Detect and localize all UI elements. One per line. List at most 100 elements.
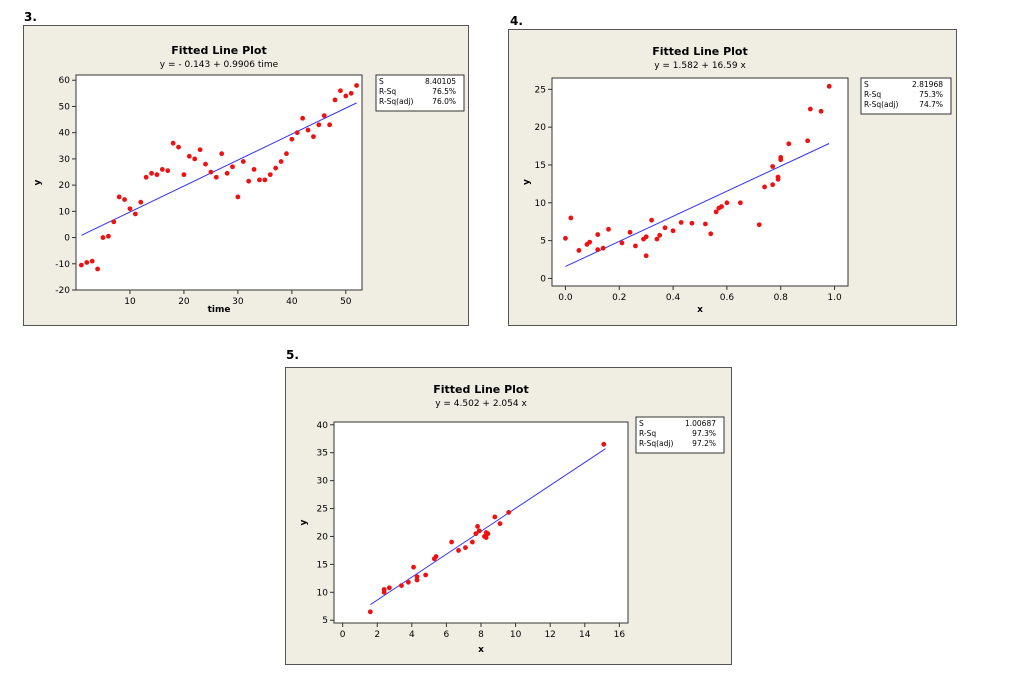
- data-point: [595, 232, 601, 237]
- chart-title: Fitted Line Plot: [433, 383, 529, 396]
- problem-label-5: 5.: [286, 348, 299, 362]
- data-point: [619, 240, 625, 246]
- data-point: [132, 211, 138, 217]
- plot-area: [551, 77, 849, 287]
- data-point: [423, 572, 429, 578]
- data-point: [203, 161, 208, 167]
- data-point: [273, 165, 279, 171]
- stats-label: R-Sq(adj): [639, 439, 674, 448]
- data-point: [165, 168, 171, 174]
- stats-value: 1.00687: [685, 419, 716, 428]
- data-point: [805, 138, 811, 144]
- fitted-line: [370, 448, 606, 606]
- data-point: [662, 225, 668, 231]
- y-tick-label: 10: [535, 199, 547, 209]
- data-point: [826, 83, 832, 89]
- data-point: [105, 233, 111, 239]
- data-point: [186, 153, 192, 159]
- data-point: [278, 159, 284, 164]
- y-tick-label: 20: [317, 532, 329, 542]
- data-point: [678, 220, 684, 225]
- data-point: [343, 93, 349, 99]
- y-tick-label: 25: [535, 85, 546, 95]
- data-point: [469, 539, 475, 545]
- data-point: [305, 127, 311, 133]
- data-point: [176, 144, 181, 150]
- y-tick-label: 40: [59, 129, 71, 139]
- data-point: [778, 157, 784, 163]
- x-tick-label: 0.4: [666, 293, 681, 303]
- chart-title: Fitted Line Plot: [171, 44, 267, 57]
- x-tick-label: 10: [510, 630, 522, 640]
- data-point: [414, 577, 420, 583]
- data-point: [770, 182, 776, 188]
- data-point: [338, 88, 343, 94]
- stats-value: 75.3%: [919, 90, 943, 99]
- data-point: [327, 122, 333, 128]
- data-point: [348, 90, 354, 96]
- data-point: [576, 248, 582, 253]
- data-point: [702, 221, 708, 227]
- data-point: [386, 585, 392, 591]
- stats-label: S: [639, 419, 644, 428]
- data-point: [689, 220, 695, 226]
- y-tick-label: 15: [317, 560, 328, 570]
- stats-label: R-Sq: [864, 90, 881, 99]
- data-point: [568, 215, 574, 221]
- stats-box: [860, 77, 952, 115]
- stats-value: 74.7%: [919, 100, 943, 109]
- data-point: [473, 531, 479, 537]
- data-point: [78, 262, 84, 268]
- data-point: [159, 166, 165, 172]
- stats-label: S: [864, 80, 869, 89]
- fitted-line: [81, 102, 357, 236]
- data-point: [497, 521, 503, 527]
- chart-panel-4: Fitted Line Plot y = 1.582 + 16.59 x 0.0 0.…: [508, 29, 957, 326]
- data-point: [654, 236, 660, 242]
- data-point: [197, 147, 203, 153]
- data-point: [181, 172, 187, 178]
- data-point: [762, 184, 767, 190]
- x-tick-label: 0: [340, 630, 346, 640]
- data-point: [251, 166, 257, 172]
- data-point: [213, 174, 219, 180]
- data-point: [433, 554, 439, 559]
- y-tick-label: 60: [59, 76, 71, 86]
- y-tick-label: 25: [317, 505, 328, 515]
- y-tick-label: 0: [540, 274, 546, 284]
- x-tick-label: 10: [124, 297, 136, 307]
- stats-label: R-Sq: [639, 429, 656, 438]
- data-point: [670, 228, 676, 234]
- data-point: [399, 583, 404, 588]
- chart-panel-5: Fitted Line Plot y = 4.502 + 2.054 x 0 2 4 6 8…: [285, 367, 732, 665]
- data-point: [563, 235, 568, 241]
- data-point: [354, 83, 360, 88]
- data-point: [224, 170, 230, 176]
- data-point: [405, 579, 411, 585]
- stats-value: 76.5%: [432, 87, 456, 96]
- data-point: [414, 574, 420, 580]
- x-tick-label: 12: [544, 630, 555, 640]
- data-point: [649, 217, 654, 223]
- x-tick-label: 2: [374, 630, 380, 640]
- stats-label: R-Sq(adj): [864, 100, 899, 109]
- data-point: [708, 231, 714, 237]
- stats-label: S: [379, 77, 384, 86]
- x-tick-label: 4: [409, 630, 415, 640]
- data-point: [122, 197, 127, 202]
- y-axis-label: y: [522, 179, 532, 185]
- y-axis-label: y: [33, 179, 43, 185]
- data-point: [235, 194, 241, 200]
- x-tick-label: 16: [614, 630, 626, 640]
- stats-value: 2.81968: [912, 80, 943, 89]
- data-point: [643, 253, 649, 259]
- y-axis-label: y: [299, 519, 309, 525]
- stats-label: R-Sq(adj): [379, 97, 414, 106]
- data-point: [267, 172, 273, 178]
- y-tick-label: 10: [59, 207, 71, 217]
- data-point: [600, 245, 606, 251]
- data-point: [192, 156, 198, 162]
- data-point: [289, 136, 295, 142]
- data-point: [219, 151, 225, 157]
- chart-3-svg: Fitted Line Plot y = - 0.143 + 0.9906 tim…: [33, 44, 465, 315]
